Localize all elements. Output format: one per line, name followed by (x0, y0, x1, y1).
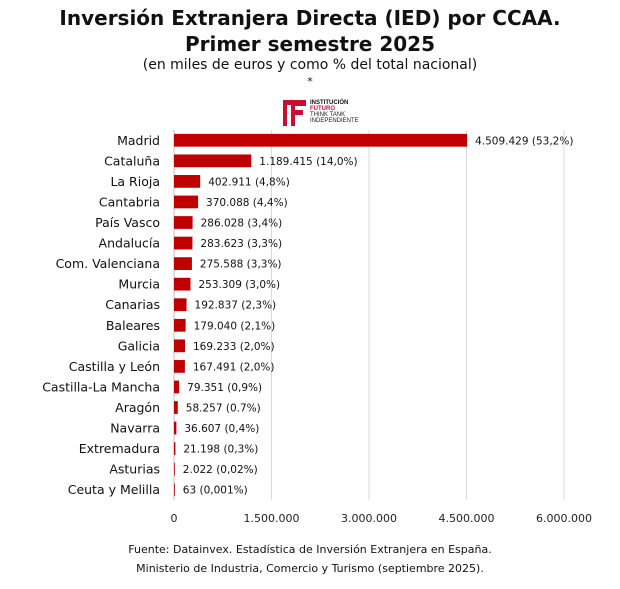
logo-text: INSTITUCIÓN FUTURO THINK TANK INDEPENDIE… (310, 100, 359, 124)
category-label: Extremadura (79, 441, 160, 456)
bar (174, 339, 186, 353)
data-label: 79.351 (0,9%) (187, 382, 262, 394)
category-label: Castilla-La Mancha (42, 379, 160, 394)
data-label: 169.233 (2,0%) (193, 341, 275, 353)
data-label: 253.309 (3,0%) (198, 279, 280, 291)
data-label: 2.022 (0,02%) (183, 464, 258, 476)
category-label: Cantabria (99, 194, 160, 209)
chart-title-line1: Inversión Extranjera Directa (IED) por C… (59, 6, 561, 30)
footnote-asterisk: * (307, 75, 313, 88)
institucion-futuro-logo: INSTITUCIÓN FUTURO THINK TANK INDEPENDIE… (282, 98, 372, 128)
data-label: 58.257 (0.7%) (186, 403, 261, 415)
category-label: Navarra (110, 421, 160, 436)
data-label: 179.040 (2,1%) (194, 320, 276, 332)
data-label: 21.198 (0,3%) (183, 444, 258, 456)
x-tick-label: 1.500.000 (244, 512, 300, 525)
bar (174, 401, 178, 414)
category-label: País Vasco (95, 215, 160, 230)
x-tick-label: 4.500.000 (439, 512, 495, 525)
bar (174, 195, 199, 209)
bar (174, 318, 186, 332)
bar (174, 175, 201, 188)
chart-title-line2: Primer semestre 2025 (185, 32, 435, 56)
logo-line1: INSTITUCIÓN (310, 100, 349, 106)
bar (174, 277, 191, 291)
source-line2: Ministerio de Industria, Comercio y Turi… (136, 562, 484, 575)
logo-line2: FUTURO (310, 106, 335, 112)
data-label: 1.189.415 (14,0%) (259, 156, 357, 168)
data-label: 283.623 (3,3%) (200, 238, 282, 250)
x-tick-label: 3.000.000 (341, 512, 397, 525)
data-label: 36.607 (0,4%) (184, 423, 259, 435)
logo-line3: THINK TANK (310, 112, 346, 118)
bar (174, 298, 187, 312)
category-label: Castilla y León (69, 359, 160, 374)
category-label: Aragón (115, 400, 160, 415)
logo-mark-icon (282, 98, 308, 128)
data-label: 275.588 (3,3%) (200, 259, 282, 271)
category-label: Andalucía (99, 236, 160, 251)
data-label: 402.911 (4,8%) (208, 176, 290, 188)
bar (174, 360, 185, 373)
source-line1: Fuente: Datainvex. Estadística de Invers… (128, 543, 492, 556)
chart-subtitle: (en miles de euros y como % del total na… (142, 57, 478, 73)
category-label: Madrid (117, 133, 160, 148)
bar (174, 462, 175, 476)
bar (174, 133, 468, 147)
logo-line4: INDEPENDIENTE (310, 118, 359, 124)
category-label: Com. Valenciana (56, 256, 160, 271)
category-label: Baleares (106, 318, 160, 333)
bar (174, 257, 192, 270)
bar (174, 483, 175, 497)
data-label: 167.491 (2,0%) (193, 361, 275, 373)
bar (174, 216, 193, 229)
category-label: Asturias (109, 462, 160, 477)
category-label: Canarias (105, 297, 160, 312)
bar (174, 421, 177, 435)
data-label: 4.509.429 (53,2%) (475, 135, 573, 147)
bar (174, 442, 176, 455)
category-label: Ceuta y Melilla (68, 482, 160, 497)
bar (174, 380, 180, 394)
category-label: Galicia (118, 338, 160, 353)
data-label: 63 (0,001%) (183, 485, 248, 497)
data-label: 286.028 (3,4%) (201, 218, 283, 230)
x-tick-label: 0 (171, 512, 178, 525)
category-label: Murcia (118, 277, 160, 292)
category-label: La Rioja (110, 174, 160, 189)
category-label: Cataluña (104, 153, 160, 168)
data-label: 192.837 (2,3%) (195, 300, 277, 312)
bar (174, 236, 193, 250)
x-tick-label: 6.000.000 (536, 512, 592, 525)
data-label: 370.088 (4,4%) (206, 197, 288, 209)
bar (174, 154, 252, 168)
